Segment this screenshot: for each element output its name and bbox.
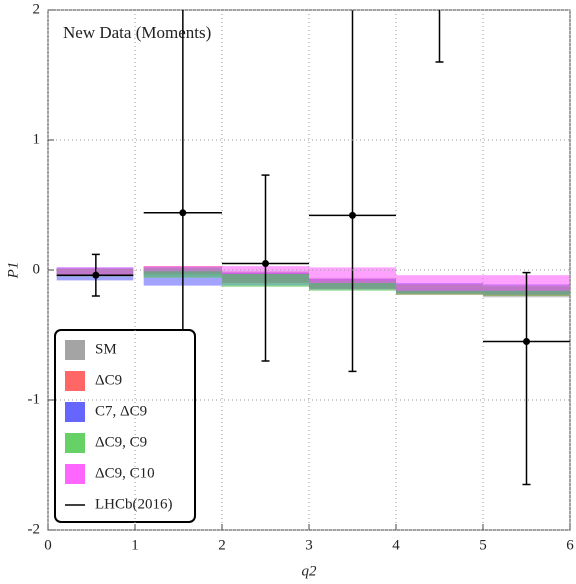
y-axis-label: P1 [5, 262, 21, 280]
bands [56, 266, 570, 298]
x-tick-label: 2 [218, 537, 226, 553]
legend-swatch [65, 433, 85, 453]
y-tick-label: 0 [33, 261, 41, 277]
legend-label: SM [95, 341, 117, 357]
x-tick-label: 1 [131, 537, 139, 553]
legend-label: LHCb(2016) [95, 496, 173, 512]
legend-label: ΔC9, C9 [95, 434, 147, 450]
legend-swatch [65, 464, 85, 484]
prediction-band [396, 275, 483, 291]
legend-swatch [65, 402, 85, 422]
x-tick-label: 0 [44, 537, 52, 553]
legend-label: ΔC9 [95, 372, 122, 388]
data-point [523, 338, 530, 345]
legend-swatch [65, 340, 85, 360]
y-tick-label: 1 [33, 131, 41, 147]
x-tick-label: 4 [392, 537, 400, 553]
legend-label: C7, ΔC9 [95, 403, 147, 419]
x-tick-label: 5 [479, 537, 487, 553]
x-tick-label: 3 [305, 537, 313, 553]
data-point [92, 271, 100, 279]
legend-box [54, 329, 196, 523]
y-tick-label: -1 [28, 391, 41, 407]
legend-swatch [65, 371, 85, 391]
x-axis-label: q2 [302, 563, 318, 579]
data-points [56, 10, 570, 486]
data-point [262, 260, 269, 267]
y-tick-label: -2 [28, 521, 41, 537]
legend: SM ΔC9 C7, ΔC9 ΔC9, C9 ΔC9, C10 LHCb(2016) [54, 329, 196, 523]
legend-label: ΔC9, C10 [95, 465, 155, 481]
data-point [179, 209, 187, 217]
annotation: New Data (Moments) [63, 23, 211, 42]
y-tick-label: 2 [33, 1, 41, 17]
prediction-band [56, 267, 134, 276]
data-point [349, 211, 356, 219]
x-tick-label: 6 [566, 537, 574, 553]
